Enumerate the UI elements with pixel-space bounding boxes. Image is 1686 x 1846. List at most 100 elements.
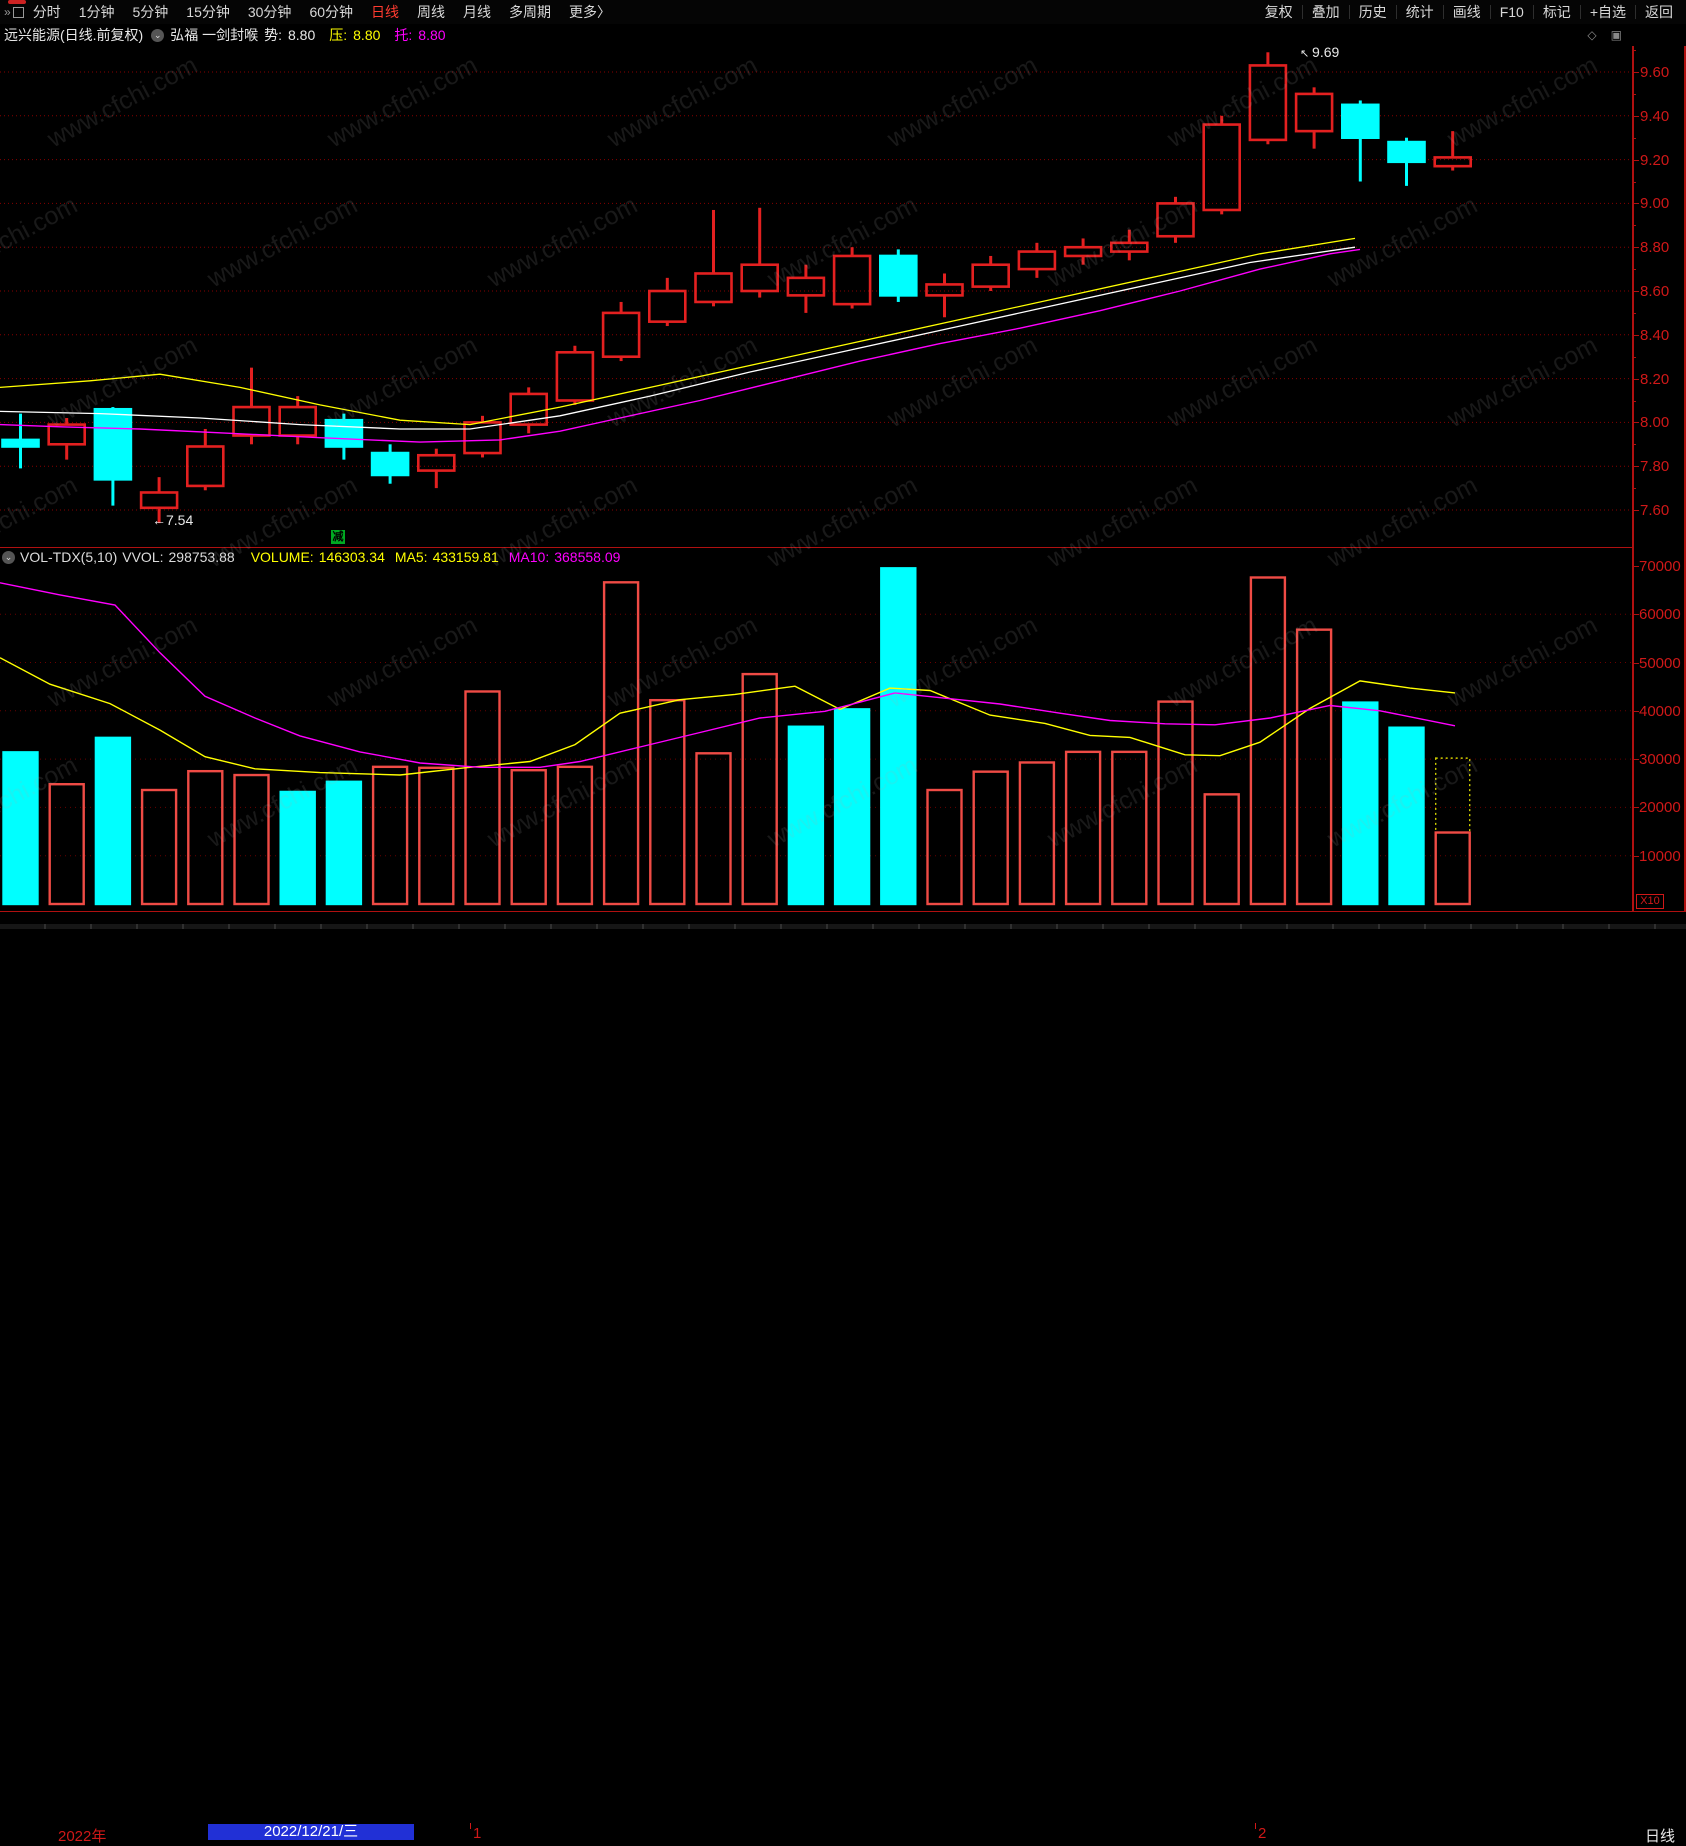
price-tick-label: 9.40	[1640, 107, 1670, 125]
ma10-label: MA10:	[508, 549, 550, 565]
volume-label: VOLUME:	[250, 549, 314, 565]
menu-item-标记[interactable]: 标记	[1542, 4, 1571, 20]
axis-tick	[1632, 444, 1636, 446]
vol-indicator-title: VOL-TDX(5,10)	[20, 549, 118, 565]
menu-item-复权[interactable]: 复权	[1264, 4, 1293, 20]
axis-tick	[1632, 159, 1639, 161]
menu-item-统计[interactable]: 统计	[1405, 4, 1434, 20]
volume-tick-label: 70000	[1639, 557, 1681, 575]
main-candlestick-chart[interactable]	[0, 46, 1632, 547]
tuo-label: 托:	[394, 27, 413, 43]
volume-tick-label: 60000	[1639, 606, 1681, 624]
axis-tick	[1632, 488, 1636, 490]
ya-label: 压:	[329, 27, 348, 43]
axis-tick	[1632, 855, 1639, 857]
axis-tick	[1632, 400, 1636, 402]
menu-item-月线[interactable]: 月线	[463, 4, 492, 20]
chevron-down-icon[interactable]: ⌄	[151, 28, 165, 42]
menu-separator	[1301, 5, 1303, 19]
axis-tick	[1632, 759, 1639, 761]
menu-separator	[1579, 5, 1581, 19]
axis-tick	[1632, 466, 1639, 468]
tool-menu-right: 复权 叠加 历史 统计 画线 F10 标记 +自选 返回	[1256, 2, 1686, 22]
price-tick-label: 9.00	[1640, 195, 1670, 213]
menu-item-日线[interactable]: 日线	[371, 4, 400, 20]
chevron-down-icon[interactable]: ⌄	[2, 550, 15, 564]
ma10-value: 368558.09	[554, 549, 621, 565]
price-tick-label: 8.40	[1640, 326, 1670, 344]
volume-value: 146303.34	[318, 549, 385, 565]
price-tick-label: 8.20	[1640, 370, 1670, 388]
stock-title: 远兴能源(日线.前复权)	[4, 27, 144, 43]
menu-item-历史[interactable]: 历史	[1358, 4, 1387, 20]
axis-tick	[1632, 72, 1639, 73]
menu-item-F10[interactable]: F10	[1499, 4, 1524, 20]
menu-separator	[1348, 5, 1350, 19]
period-menu-left: 分时 1分钟 5分钟 15分钟 30分钟 60分钟 日线 周线 月线 多周期 更多〉	[24, 2, 620, 22]
menu-separator	[1489, 5, 1491, 19]
menu-item-5分钟[interactable]: 5分钟	[132, 4, 169, 20]
axis-tick	[1632, 50, 1636, 52]
volume-tick-label: 40000	[1639, 702, 1681, 720]
price-tick-label: 7.60	[1640, 502, 1670, 519]
menu-item-更多〉[interactable]: 更多〉	[569, 4, 612, 20]
axis-tick	[1632, 225, 1636, 227]
menu-item-分时[interactable]: 分时	[32, 4, 61, 20]
axis-tick	[1632, 565, 1639, 567]
menu-item-60分钟[interactable]: 60分钟	[309, 4, 354, 20]
period-label[interactable]: 日线	[1645, 1828, 1676, 1845]
period-menu-bar: » 分时 1分钟 5分钟 15分钟 30分钟 60分钟 日线 周线 月线 多周期 更多〉 复权 叠加 历…	[0, 0, 1686, 24]
vvol-label: VVOL:	[122, 549, 164, 565]
high-annotation: ↖ 9.69	[1300, 44, 1340, 60]
volume-indicator-header: ⌄ VOL-TDX(5,10) VVOL: 298753.88 VOLUME: …	[2, 548, 1622, 566]
axis-tick	[1632, 181, 1636, 183]
menu-item-画线[interactable]: 画线	[1452, 4, 1481, 20]
menu-item-15分钟[interactable]: 15分钟	[186, 4, 230, 20]
menu-item-多周期[interactable]: 多周期	[509, 4, 552, 20]
axis-tick	[1632, 93, 1636, 95]
month-marker-label: 1	[473, 1825, 482, 1842]
selected-date-label[interactable]: 2022/12/21/三	[208, 1824, 414, 1840]
right-edge-line	[1684, 46, 1686, 912]
axis-tick	[1632, 710, 1639, 712]
window-pill-icon	[8, 0, 26, 4]
axis-tick	[1632, 356, 1636, 358]
menu-separator	[1635, 5, 1636, 19]
volume-tick-label: 20000	[1639, 799, 1681, 817]
price-tick-label: 8.00	[1640, 414, 1670, 432]
price-tick-label: 8.60	[1640, 283, 1670, 300]
axis-tick	[1632, 378, 1639, 380]
axis-tick	[1632, 662, 1639, 664]
menu-separator	[1395, 5, 1397, 19]
low-annotation: ←7.54	[152, 512, 194, 528]
axis-tick	[1632, 807, 1639, 809]
axis-tick	[1632, 203, 1639, 205]
stock-info-bar: 远兴能源(日线.前复权) ⌄ 弘福 一剑封喉 势: 8.80 压: 8.80 托…	[0, 24, 1686, 46]
axis-tick	[1632, 291, 1639, 292]
shi-value: 8.80	[288, 27, 316, 43]
menu-item-30分钟[interactable]: 30分钟	[247, 4, 292, 20]
volume-tick-label: 10000	[1639, 847, 1681, 865]
menu-item-叠加[interactable]: 叠加	[1311, 4, 1340, 20]
menu-item-+自选[interactable]: +自选	[1589, 4, 1626, 20]
menu-item-返回[interactable]: 返回	[1645, 4, 1673, 20]
volume-tick-label: 30000	[1639, 751, 1681, 769]
menu-item-周线[interactable]: 周线	[417, 4, 446, 20]
bottom-scrollbar-strip[interactable]	[0, 924, 1686, 929]
layout-window-icon[interactable]: ▣	[1610, 28, 1622, 42]
panel-toggle-icon[interactable]: »	[4, 5, 24, 19]
menu-item-1分钟[interactable]: 1分钟	[78, 4, 115, 20]
indicator-name: 弘福 一剑封喉	[170, 27, 259, 43]
month-tick	[1255, 1823, 1256, 1829]
price-tick-label: 9.60	[1640, 64, 1670, 81]
price-tick-label: 9.20	[1640, 151, 1670, 169]
month-tick	[470, 1823, 471, 1829]
volume-bar-chart[interactable]	[0, 548, 1632, 911]
axis-tick	[1632, 312, 1636, 314]
axis-tick	[1632, 269, 1636, 271]
axis-tick	[1632, 510, 1639, 511]
vvol-value: 298753.88	[168, 549, 235, 565]
shi-label: 势:	[264, 27, 282, 43]
pane-divider-line	[0, 547, 1632, 548]
diamond-icon[interactable]: ◇	[1587, 28, 1597, 42]
